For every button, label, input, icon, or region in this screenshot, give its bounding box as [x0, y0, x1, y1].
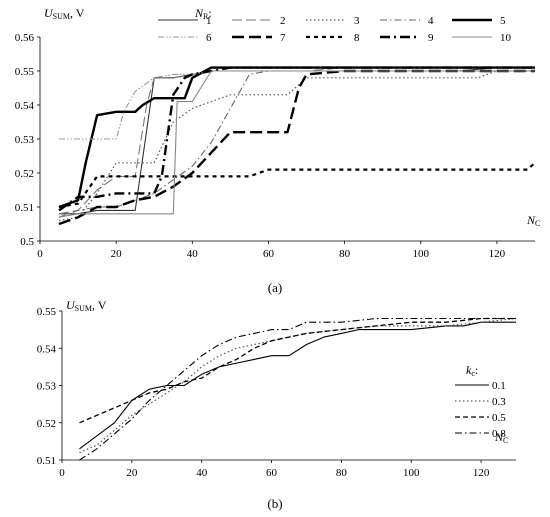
legend-label-6: 6 — [206, 32, 212, 44]
series-line-2 — [58, 67, 535, 215]
x-tick-label: 100 — [403, 467, 420, 479]
x-tick-label: 20 — [111, 248, 123, 260]
legend-title-main: k — [466, 363, 472, 377]
y-tick-label: 0.53 — [37, 381, 57, 393]
chart-panel-a: 0.5 0.51 0.52 0.53 0.54 0.55 0.56 0 20 40 60 80 100 1… — [15, 6, 541, 295]
series-line-0.1 — [79, 321, 516, 450]
series-line-0.8 — [79, 317, 516, 461]
y-axis-label-main: U — [44, 6, 54, 20]
legend-label-10: 10 — [500, 32, 512, 44]
x-tick-label: 20 — [126, 467, 138, 479]
y-axis-label-sub: SUM — [75, 304, 92, 313]
x-axis-label-sub: C — [535, 219, 540, 228]
legend-label-0.8: 0.8 — [492, 428, 506, 440]
legend-title-sub: R — [203, 12, 209, 21]
panel-label-b: (b) — [267, 496, 282, 511]
y-tick-label: 0.55 — [15, 66, 35, 78]
x-axis-label-main: N — [526, 213, 536, 227]
y-tick-label: 0.53 — [15, 134, 35, 146]
x-axis-label: NC — [526, 213, 540, 228]
y-tick-label: 0.52 — [15, 168, 34, 180]
y-axis-label-suffix: , V — [70, 6, 85, 20]
y-tick-label: 0.55 — [37, 306, 57, 318]
legend-label-3: 3 — [354, 15, 360, 27]
legend-label-0.1: 0.1 — [492, 380, 506, 392]
legend-title-suffix: : — [475, 363, 478, 377]
legend-label-1: 1 — [206, 15, 212, 27]
x-tick-label: 0 — [37, 248, 43, 260]
x-tick-label: 80 — [339, 248, 351, 260]
y-axis-label-suffix: , V — [92, 298, 107, 312]
x-tick-label: 60 — [266, 467, 278, 479]
x-tick-label: 60 — [263, 248, 275, 260]
legend-title-sub: c — [471, 369, 475, 378]
legend-label-9: 9 — [428, 32, 434, 44]
legend-title: NR: — [194, 6, 212, 21]
series-line-3 — [58, 70, 535, 222]
y-tick-label: 0.51 — [37, 455, 56, 467]
y-axis-label-sub: SUM — [53, 12, 70, 21]
legend-title: kc: — [466, 363, 478, 378]
legend-label-0.5: 0.5 — [492, 412, 506, 424]
legend-label-4: 4 — [428, 15, 434, 27]
x-tick-label: 100 — [413, 248, 430, 260]
series-line-5 — [58, 66, 535, 209]
series-line-7 — [58, 69, 535, 226]
x-tick-label: 0 — [59, 467, 65, 479]
x-tick-label: 80 — [336, 467, 348, 479]
x-tick-label: 40 — [187, 248, 199, 260]
y-axis-label-main: U — [66, 298, 76, 312]
legend-label-2: 2 — [280, 15, 286, 27]
y-tick-label: 0.54 — [37, 343, 57, 355]
series-line-10 — [58, 70, 535, 218]
legend-label-0.3: 0.3 — [492, 396, 506, 408]
chart-panel-b: 0.51 0.52 0.53 0.54 0.55 0 20 40 60 80 100 120 USUM,… — [37, 298, 517, 511]
x-axis-label-main: N — [494, 430, 504, 444]
series-line-0.3 — [79, 317, 517, 454]
legend-title-suffix: : — [208, 6, 211, 20]
y-tick-label: 0.54 — [15, 100, 35, 112]
series-line-6 — [59, 70, 535, 140]
x-tick-label: 120 — [489, 248, 506, 260]
y-axis-label: USUM, V — [66, 298, 107, 313]
y-tick-label: 0.51 — [15, 202, 34, 214]
series-line-9 — [58, 66, 535, 212]
series-line-8 — [58, 161, 536, 209]
panel-label-a: (a) — [268, 280, 282, 295]
y-tick-label: 0.5 — [20, 236, 34, 248]
x-tick-label: 120 — [473, 467, 490, 479]
legend-label-5: 5 — [500, 15, 506, 27]
y-tick-label: 0.56 — [15, 32, 35, 44]
legend-title-main: N — [194, 6, 204, 20]
series-line-0.5 — [79, 317, 516, 424]
series-line-1 — [59, 67, 535, 215]
x-axis-label-sub: C — [503, 436, 508, 445]
legend-label-7: 7 — [280, 32, 286, 44]
x-axis-label: NC — [494, 430, 508, 445]
y-tick-label: 0.52 — [37, 418, 56, 430]
x-tick-label: 40 — [196, 467, 208, 479]
y-axis-label: USUM, V — [44, 6, 85, 21]
legend-label-8: 8 — [354, 32, 360, 44]
